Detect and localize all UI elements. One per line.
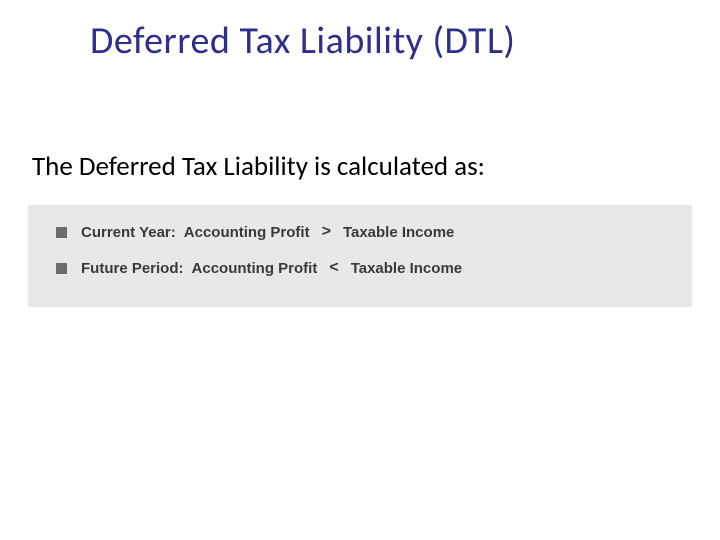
slide: Deferred Tax Liability (DTL) The Deferre… <box>0 0 720 540</box>
row-expression: Accounting Profit > Taxable Income <box>184 223 455 241</box>
lhs-text: Accounting Profit <box>192 260 318 277</box>
operator: > <box>318 223 335 241</box>
row-expression: Accounting Profit < Taxable Income <box>192 259 463 277</box>
row-label: Current Year: <box>81 224 176 241</box>
bullet-icon <box>56 263 67 274</box>
definition-row: Current Year: Accounting Profit > Taxabl… <box>56 223 664 241</box>
definition-row: Future Period: Accounting Profit < Taxab… <box>56 259 664 277</box>
operator: < <box>325 259 342 277</box>
row-label: Future Period: <box>81 260 184 277</box>
rhs-text: Taxable Income <box>351 260 462 277</box>
lhs-text: Accounting Profit <box>184 224 310 241</box>
rhs-text: Taxable Income <box>343 224 454 241</box>
slide-subtitle: The Deferred Tax Liability is calculated… <box>32 150 485 183</box>
bullet-icon <box>56 227 67 238</box>
dtl-definition-box: Current Year: Accounting Profit > Taxabl… <box>28 205 692 307</box>
slide-title: Deferred Tax Liability (DTL) <box>90 18 515 64</box>
